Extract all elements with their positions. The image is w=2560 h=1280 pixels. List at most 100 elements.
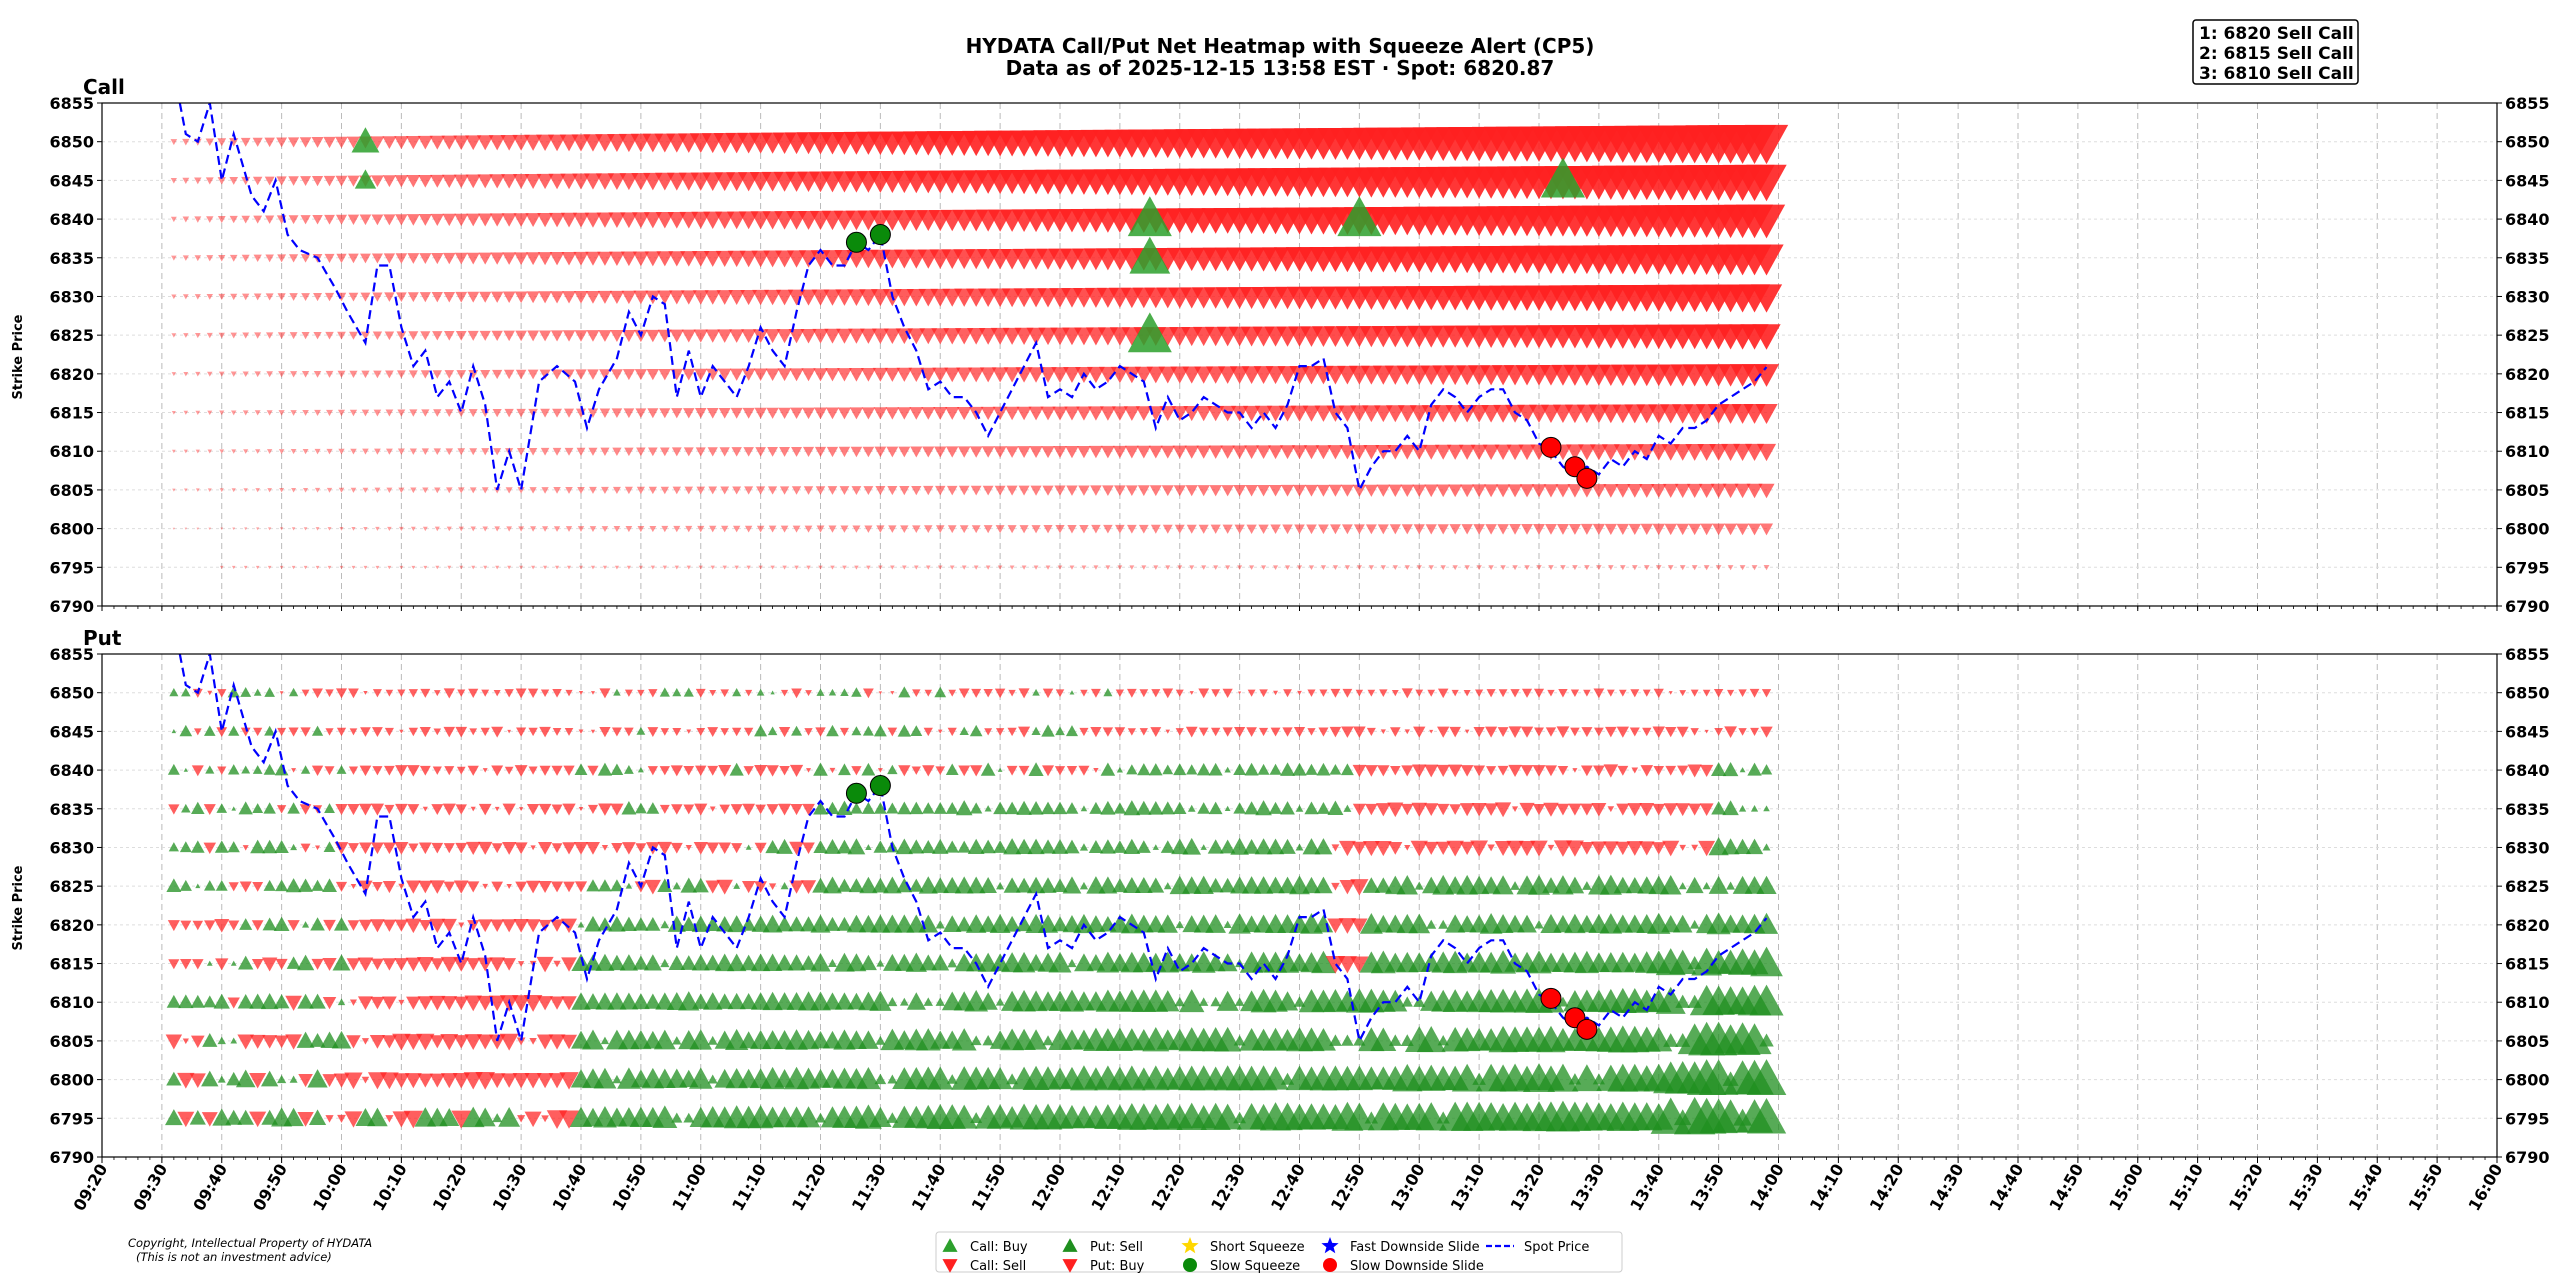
call-sell-marker: [314, 409, 321, 417]
call-sell-marker: [576, 447, 586, 456]
call-sell-marker: [973, 565, 979, 570]
call-sell-marker: [1446, 444, 1464, 460]
legend-circle-icon: [1323, 1258, 1337, 1272]
call-sell-marker: [660, 486, 669, 495]
put-buy-marker: [558, 1110, 580, 1129]
put-buy-marker: [1247, 689, 1256, 697]
put-buy-marker: [393, 1073, 410, 1089]
slow-squeeze-marker: [845, 231, 867, 253]
put-buy-marker: [408, 727, 419, 737]
call-sell-marker: [518, 526, 525, 532]
put-buy-marker: [1411, 802, 1428, 817]
call-sell-marker: [637, 525, 645, 533]
y-tick-label-left: 6845: [49, 171, 94, 190]
put-buy-marker: [672, 727, 682, 736]
call-sell-marker: [1464, 565, 1470, 571]
call-sell-marker: [866, 565, 871, 570]
put-buy-marker: [1688, 803, 1702, 816]
put-sell-marker: [1069, 690, 1075, 695]
call-sell-marker: [1412, 484, 1427, 498]
call-sell-marker: [1341, 524, 1353, 535]
call-sell-marker: [194, 177, 202, 185]
put-buy-marker: [499, 1033, 519, 1051]
call-sell-marker: [624, 486, 633, 495]
put-buy-marker: [277, 727, 287, 737]
y-tick-label-right: 6845: [2505, 722, 2550, 741]
put-buy-marker: [1699, 764, 1714, 777]
put-buy-marker: [671, 804, 683, 815]
call-sell-marker: [538, 291, 552, 304]
put-sell-marker: [1416, 1026, 1446, 1053]
call-sell-marker: [1555, 484, 1571, 498]
x-tick-label: 09:20: [70, 1161, 112, 1215]
put-sell-marker: [309, 993, 326, 1009]
call-sell-marker: [289, 293, 298, 301]
put-sell-marker: [289, 1075, 298, 1083]
put-buy-marker: [731, 727, 742, 737]
put-buy-marker: [444, 766, 455, 776]
put-sell-marker: [1659, 874, 1682, 895]
call-sell-marker: [608, 212, 626, 228]
call-sell-marker: [1017, 446, 1031, 458]
put-sell-marker: [249, 993, 267, 1009]
call-sell-marker: [324, 292, 335, 302]
call-sell-marker: [1028, 406, 1044, 421]
put-sell-marker: [252, 765, 263, 774]
put-sell-marker: [571, 992, 591, 1010]
put-buy-marker: [1379, 689, 1388, 698]
put-buy-marker: [482, 883, 489, 890]
call-sell-marker: [301, 332, 310, 340]
call-sell-marker: [195, 371, 201, 377]
call-sell-marker: [671, 447, 682, 457]
call-sell-marker: [1088, 406, 1104, 421]
call-sell-marker: [372, 331, 383, 340]
chart-title: HYDATA Call/Put Net Heatmap with Squeeze…: [966, 34, 1595, 58]
put-sell-marker: [1126, 764, 1138, 775]
call-sell-marker: [884, 367, 901, 382]
put-buy-marker: [1078, 765, 1090, 776]
call-sell-marker: [744, 525, 753, 533]
put-buy-marker: [335, 804, 348, 816]
put-sell-marker: [780, 882, 789, 890]
call-sell-marker: [1103, 524, 1113, 534]
put-sell-marker: [858, 1030, 879, 1049]
call-sell-marker: [323, 136, 336, 149]
y-tick-label-left: 6805: [49, 1032, 94, 1051]
call-sell-marker: [643, 212, 662, 229]
call-sell-marker: [731, 447, 742, 457]
put-sell-marker: [608, 954, 626, 971]
call-sell-marker: [252, 176, 263, 186]
call-sell-marker: [1667, 565, 1674, 571]
call-sell-marker: [680, 251, 698, 267]
put-buy-marker: [1583, 689, 1591, 697]
put-sell-marker: [1413, 995, 1426, 1007]
call-sell-marker: [324, 253, 335, 263]
put-sell-marker: [1015, 916, 1033, 932]
call-sell-marker: [1208, 445, 1224, 459]
call-sell-marker: [1387, 444, 1404, 460]
put-sell-marker: [1086, 915, 1106, 933]
call-sell-marker: [622, 369, 635, 381]
call-sell-marker: [467, 330, 479, 341]
put-buy-marker: [469, 728, 478, 736]
call-sell-marker: [608, 251, 625, 266]
put-sell-marker: [322, 878, 337, 892]
put-buy-marker: [512, 995, 531, 1012]
put-buy-marker: [1175, 728, 1184, 736]
put-buy-marker: [398, 883, 405, 890]
put-buy-marker: [1459, 803, 1475, 817]
call-sell-marker: [574, 330, 588, 342]
call-sell-marker: [1209, 485, 1222, 497]
put-buy-marker: [754, 765, 768, 777]
call-sell-marker: [423, 565, 428, 570]
put-sell-marker: [166, 994, 182, 1008]
call-sell-marker: [1170, 366, 1190, 384]
call-sell-marker: [515, 330, 527, 342]
call-sell-marker: [818, 565, 823, 570]
call-sell-marker: [669, 290, 685, 305]
put-buy-marker: [180, 959, 192, 970]
put-sell-marker: [716, 993, 734, 1009]
call-sell-marker: [635, 408, 647, 419]
call-sell-marker: [764, 329, 781, 344]
put-buy-marker: [562, 803, 576, 816]
